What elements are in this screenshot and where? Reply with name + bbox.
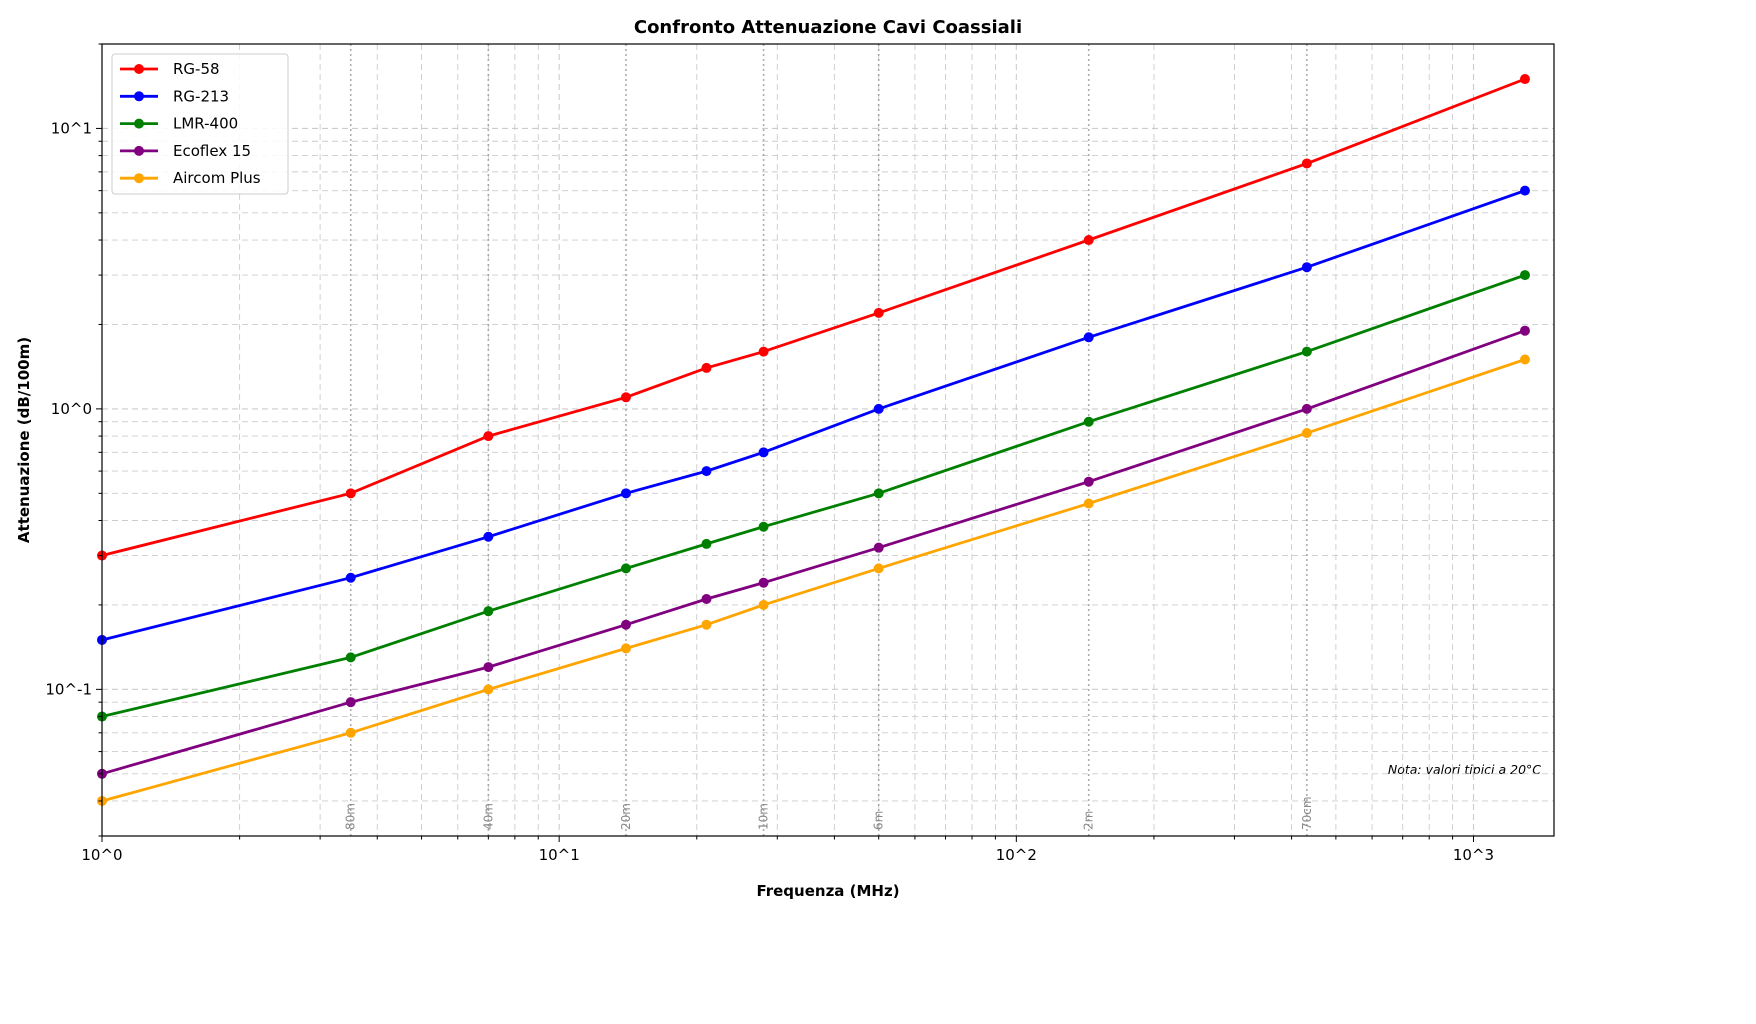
data-point — [758, 346, 769, 357]
data-point — [345, 488, 356, 499]
data-point — [1301, 158, 1312, 169]
data-point — [1301, 428, 1312, 439]
data-point — [1301, 403, 1312, 414]
x-tick-label: 10^2 — [996, 846, 1037, 864]
band-label: 6m — [872, 811, 886, 830]
data-point — [701, 466, 712, 477]
legend-marker — [134, 145, 144, 156]
data-point — [1083, 235, 1094, 246]
data-point — [873, 403, 884, 414]
data-point — [873, 307, 884, 318]
legend-entry: LMR-400 — [120, 115, 238, 133]
data-point — [758, 447, 769, 458]
data-point — [483, 431, 494, 442]
data-point — [701, 619, 712, 630]
legend-entry: RG-58 — [120, 60, 220, 78]
data-point — [1519, 270, 1530, 281]
legend-marker — [134, 91, 144, 102]
data-point — [1083, 476, 1094, 487]
series-line — [101, 77, 1526, 557]
plot-frame — [101, 43, 1555, 837]
series-rg-213 — [97, 185, 1530, 645]
legend-label: RG-58 — [173, 60, 220, 78]
y-axis-label: Attenuazione (dB/100m) — [15, 337, 33, 543]
data-point — [1519, 354, 1530, 365]
band-label: 40m — [481, 803, 495, 830]
y-tick-label: 10^0 — [51, 400, 92, 418]
data-point — [620, 643, 631, 654]
legend-label: Ecoflex 15 — [173, 142, 251, 160]
band-label: 70cm — [1300, 796, 1314, 830]
legend-entry: Aircom Plus — [120, 169, 261, 187]
data-point — [701, 362, 712, 373]
band-label: 10m — [757, 803, 771, 830]
y-tick-label: 10^-1 — [45, 680, 92, 698]
series-aircom-plus — [97, 354, 1530, 806]
series-rg-58 — [97, 74, 1530, 561]
data-point — [483, 684, 494, 695]
data-point — [483, 662, 494, 673]
data-point — [1519, 185, 1530, 196]
data-point — [1083, 416, 1094, 427]
legend-marker — [134, 64, 144, 74]
data-point — [345, 727, 356, 738]
band-label: 80m — [344, 803, 358, 830]
data-point — [873, 542, 884, 553]
data-point — [620, 563, 631, 574]
series-ecoflex-15 — [97, 325, 1530, 779]
data-point — [1301, 346, 1312, 357]
legend-entry: Ecoflex 15 — [120, 142, 251, 160]
data-point — [1083, 498, 1094, 509]
data-point — [1519, 325, 1530, 336]
series-line — [101, 273, 1526, 718]
data-point — [758, 577, 769, 588]
data-point — [873, 563, 884, 574]
x-axis-label: Frequenza (MHz) — [756, 882, 899, 900]
data-point — [701, 593, 712, 604]
data-point — [620, 392, 631, 403]
data-point — [1301, 262, 1312, 273]
legend-marker — [134, 118, 144, 129]
data-point — [758, 521, 769, 532]
legend-marker — [134, 173, 144, 184]
x-tick-label: 10^0 — [81, 846, 122, 864]
legend-label: Aircom Plus — [173, 169, 261, 187]
y-tick-label: 10^1 — [51, 119, 92, 137]
series-lmr-400 — [97, 270, 1530, 722]
legend-label: RG-213 — [173, 87, 229, 105]
band-label: 2m — [1082, 811, 1096, 830]
data-point — [620, 619, 631, 630]
data-point — [873, 488, 884, 499]
chart-title: Confronto Attenuazione Cavi Coassiali — [634, 17, 1022, 38]
data-point — [345, 652, 356, 663]
x-tick-label: 10^1 — [539, 846, 580, 864]
legend-box — [111, 53, 289, 195]
data-point — [1519, 74, 1530, 85]
data-point — [701, 538, 712, 549]
data-point — [758, 599, 769, 610]
series-line — [101, 329, 1526, 776]
series-line — [101, 189, 1526, 642]
data-point — [483, 531, 494, 542]
x-tick-label: 10^3 — [1453, 846, 1494, 864]
data-point — [620, 488, 631, 499]
band-label: 20m — [619, 803, 633, 830]
data-point — [345, 697, 356, 708]
legend-label: LMR-400 — [173, 115, 238, 133]
data-point — [345, 572, 356, 583]
data-point — [1083, 332, 1094, 343]
data-point — [483, 606, 494, 617]
series-line — [101, 358, 1526, 803]
legend-entry: RG-213 — [120, 87, 229, 105]
annotation-note: Nota: valori tipici a 20°C — [1388, 762, 1541, 777]
